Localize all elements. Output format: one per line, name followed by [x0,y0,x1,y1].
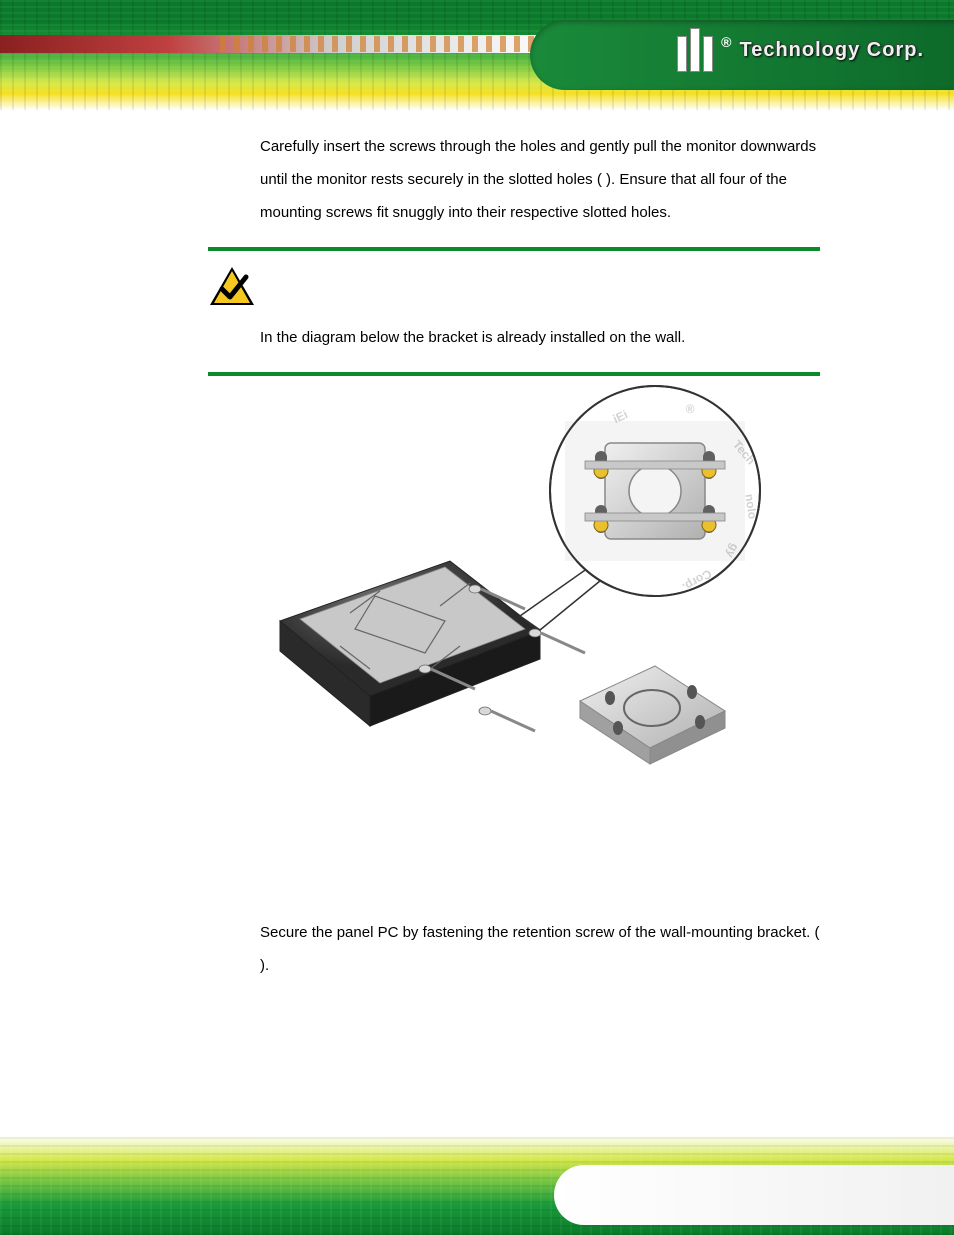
svg-text:®: ® [686,402,695,416]
logo-bars-icon [677,28,713,72]
brand-name: Technology Corp. [739,39,924,62]
registered-mark: ® [721,34,731,50]
checkmark-triangle-icon [208,265,256,312]
main-content: Carefully insert the screws through the … [260,130,820,982]
footer-banner [0,1135,954,1235]
note-text: In the diagram below the bracket is alre… [260,329,820,346]
instruction-paragraph-2: Secure the panel PC by fastening the ret… [260,916,820,982]
brand-logo: ® Technology Corp. [677,28,924,72]
footer-curve [554,1165,954,1225]
header-dots-decor [220,36,560,52]
instruction-paragraph-1: Carefully insert the screws through the … [260,130,820,229]
header-banner: ® Technology Corp. [0,0,954,110]
mounting-diagram: iEi ® Tech nolo gy Corp. [200,376,820,836]
note-callout: In the diagram below the bracket is alre… [208,247,820,376]
